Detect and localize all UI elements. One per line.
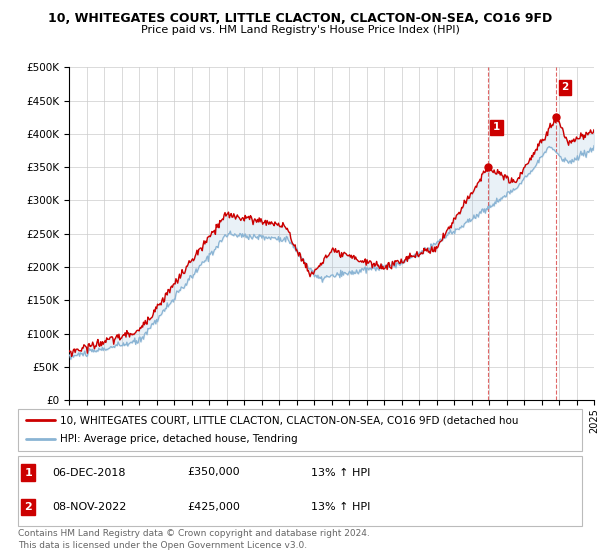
Text: HPI: Average price, detached house, Tendring: HPI: Average price, detached house, Tend… (60, 435, 298, 445)
FancyBboxPatch shape (18, 409, 582, 451)
Text: 10, WHITEGATES COURT, LITTLE CLACTON, CLACTON-ON-SEA, CO16 9FD: 10, WHITEGATES COURT, LITTLE CLACTON, CL… (48, 12, 552, 25)
Text: 2: 2 (24, 502, 32, 512)
Text: 13% ↑ HPI: 13% ↑ HPI (311, 468, 371, 478)
Text: 13% ↑ HPI: 13% ↑ HPI (311, 502, 371, 512)
Text: 10, WHITEGATES COURT, LITTLE CLACTON, CLACTON-ON-SEA, CO16 9FD (detached hou: 10, WHITEGATES COURT, LITTLE CLACTON, CL… (60, 415, 519, 425)
Text: Price paid vs. HM Land Registry's House Price Index (HPI): Price paid vs. HM Land Registry's House … (140, 25, 460, 35)
Text: 1: 1 (24, 468, 32, 478)
Text: £350,000: £350,000 (187, 468, 240, 478)
Text: 08-NOV-2022: 08-NOV-2022 (52, 502, 126, 512)
Text: £425,000: £425,000 (187, 502, 240, 512)
Text: 2: 2 (562, 82, 569, 92)
FancyBboxPatch shape (18, 456, 582, 526)
Text: 06-DEC-2018: 06-DEC-2018 (52, 468, 125, 478)
Text: 1: 1 (493, 122, 500, 132)
Text: Contains HM Land Registry data © Crown copyright and database right 2024.
This d: Contains HM Land Registry data © Crown c… (18, 529, 370, 550)
